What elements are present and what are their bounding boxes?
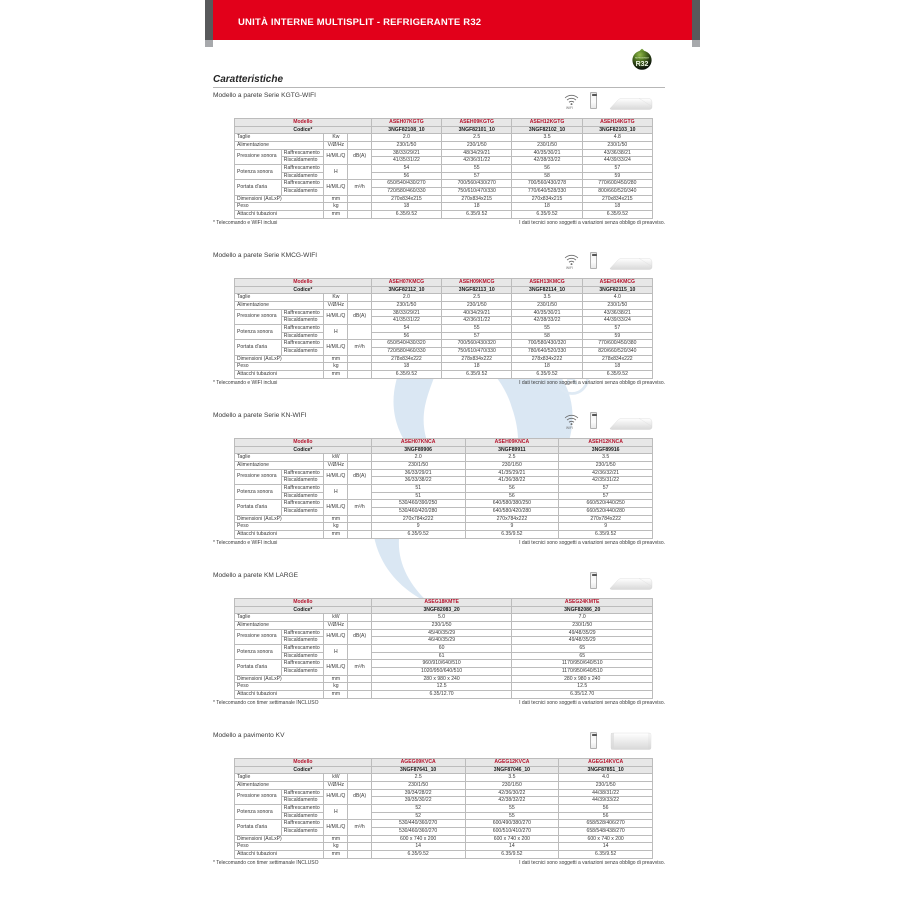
- svg-text:REFRIGERANT: REFRIGERANT: [635, 56, 650, 59]
- svg-text:R32: R32: [636, 61, 649, 68]
